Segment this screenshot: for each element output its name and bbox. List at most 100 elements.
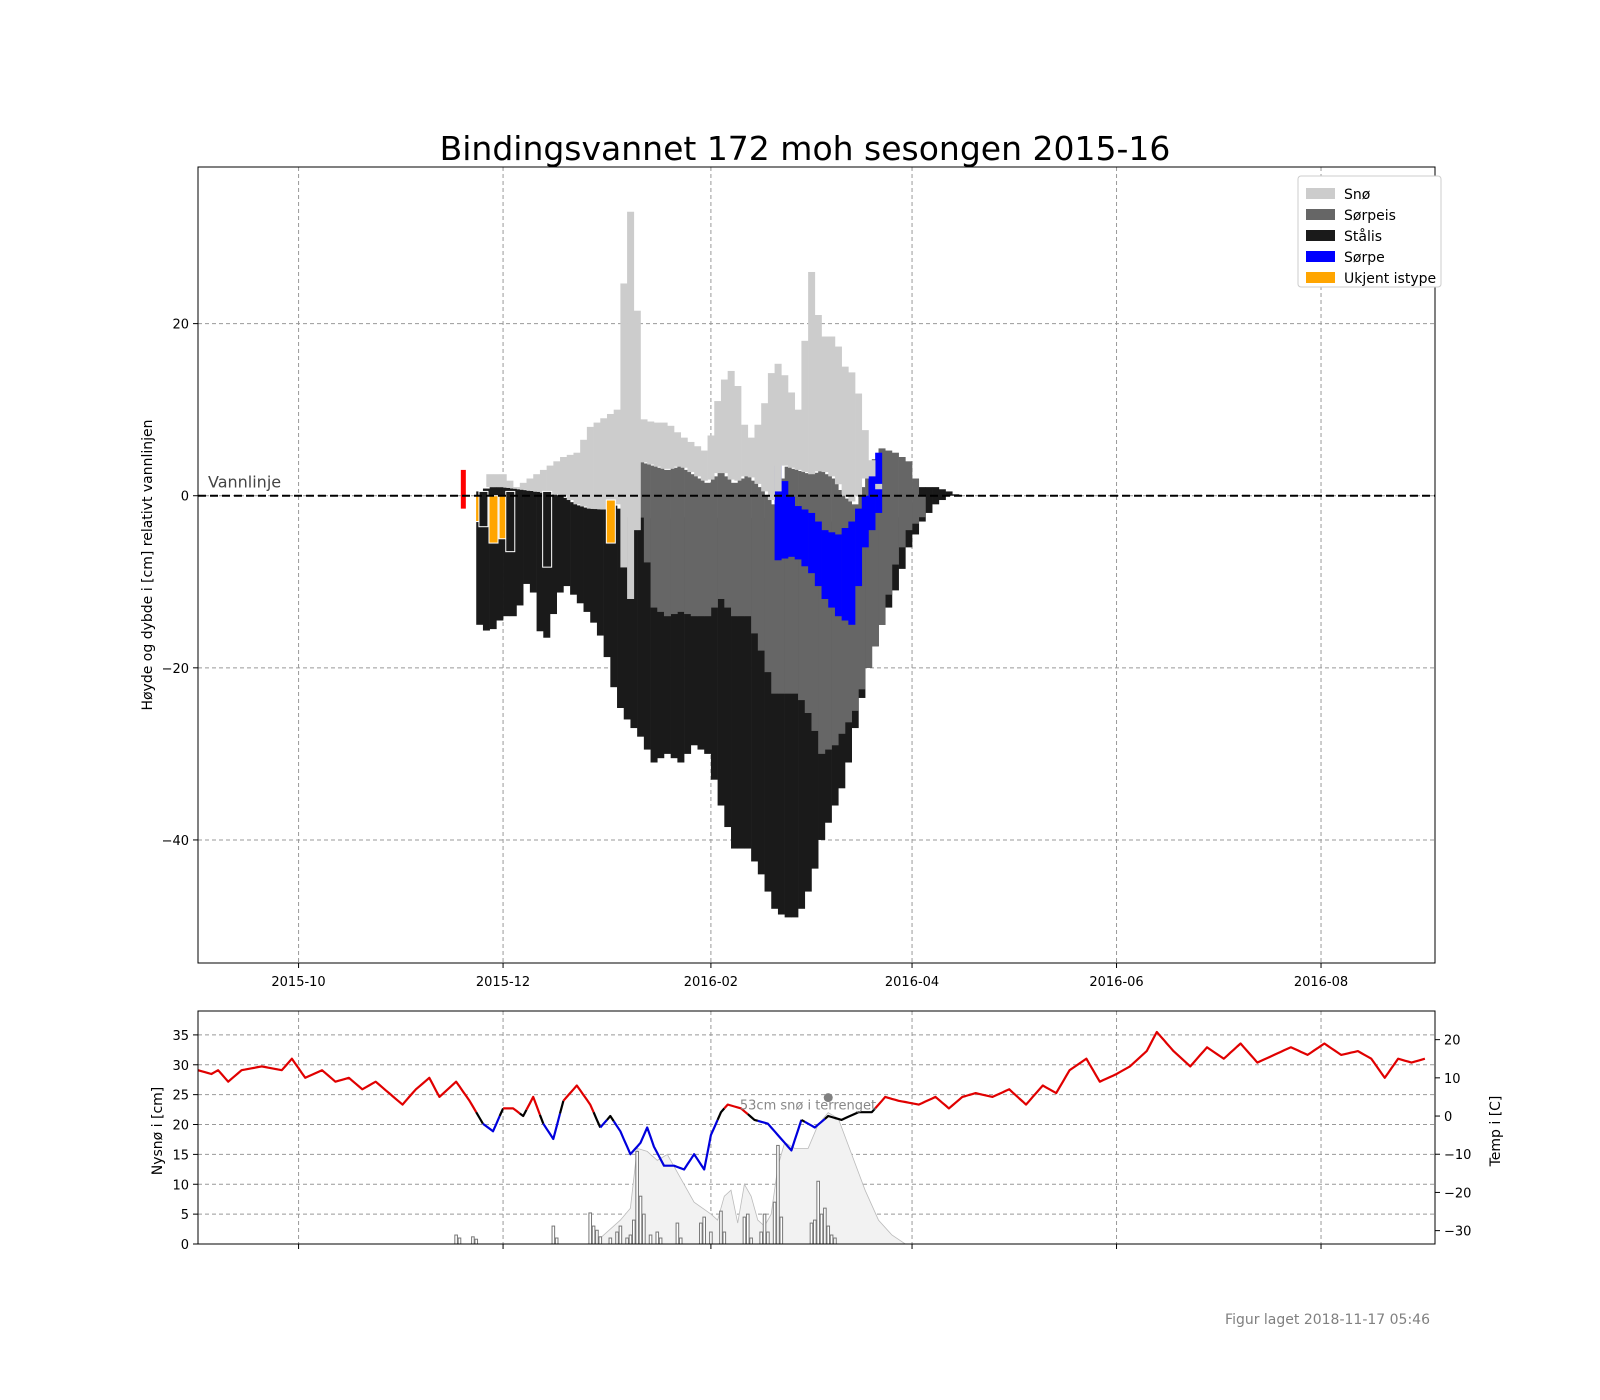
new-snow-bar — [819, 1213, 824, 1245]
ice-bar — [891, 452, 899, 565]
temperature-segment — [824, 1107, 877, 1122]
new-snow-bar — [471, 1236, 475, 1245]
ice-bar — [868, 474, 876, 531]
new-snow-bar — [776, 1144, 780, 1245]
new-snow-bar — [551, 1225, 556, 1245]
ice-bar — [777, 518, 785, 915]
temperature-segment — [747, 1113, 759, 1122]
ice-bar — [761, 403, 769, 492]
ice-bar — [868, 460, 876, 477]
new-snow-bar — [591, 1225, 596, 1245]
ice-bar — [623, 517, 631, 720]
sub-y-tick-label: 15 — [172, 1148, 189, 1163]
ice-bar — [784, 518, 792, 918]
x-tick-label: 2016-02 — [684, 975, 738, 990]
new-snow-bar — [745, 1213, 750, 1245]
ice-bar — [489, 487, 497, 630]
sub-right-tick-label: −20 — [1444, 1186, 1471, 1201]
outlined-ice-bar — [478, 490, 489, 528]
temperature-segment — [612, 1119, 719, 1171]
ice-bar — [801, 340, 809, 473]
waterline-label: Vannlinje — [208, 473, 281, 492]
new-snow-bar — [638, 1195, 643, 1245]
new-snow-bar — [742, 1216, 747, 1245]
ice-bar — [663, 469, 671, 617]
ice-bar — [717, 469, 725, 599]
ice-bar — [674, 432, 682, 467]
ice-bar — [861, 495, 869, 548]
ice-bar — [885, 450, 893, 595]
ice-bar — [707, 435, 715, 480]
ice-bar — [788, 392, 796, 468]
ice-bar — [549, 494, 557, 615]
ice-bar — [613, 409, 621, 505]
ice-bar — [764, 518, 772, 892]
sub-right-tick-label: −10 — [1444, 1148, 1471, 1163]
legend-swatch — [1306, 188, 1335, 199]
temperature-segment — [562, 1084, 595, 1113]
ice-bar — [814, 521, 822, 587]
main-ticks: 2015-10 2015-12 2016-02 2016-04 2016-06 2016-… — [162, 318, 1349, 990]
ice-bar — [482, 488, 490, 631]
ice-bar — [657, 467, 665, 612]
series-sn- — [486, 211, 883, 599]
sub-y-tick-label: 0 — [181, 1238, 189, 1253]
ice-bar — [536, 491, 544, 632]
ice-bar — [566, 454, 574, 501]
new-snow-bar — [722, 1231, 727, 1245]
new-snow-bar — [813, 1219, 817, 1245]
new-snow-bar — [658, 1237, 663, 1245]
ice-bar — [486, 474, 494, 488]
ice-bar — [821, 530, 829, 599]
ice-bar — [878, 448, 886, 625]
ice-bar — [617, 508, 625, 708]
ice-bar — [513, 487, 521, 489]
ice-bar — [791, 520, 799, 918]
ice-bar — [690, 517, 698, 746]
new-snow-bar — [625, 1237, 629, 1245]
sub-right-tick-label: 20 — [1444, 1034, 1461, 1049]
temperature-segment — [475, 1111, 484, 1125]
y-tick-label: 20 — [172, 318, 189, 333]
ice-bar — [834, 534, 842, 617]
ice-bar — [771, 504, 779, 694]
ice-bar — [499, 474, 507, 488]
ice-bar — [784, 466, 792, 694]
temperature-segment — [757, 1119, 803, 1152]
new-snow-bar — [833, 1237, 837, 1245]
ice-bar — [670, 467, 678, 615]
x-tick-label: 2015-10 — [271, 975, 325, 990]
new-snow-bar — [678, 1237, 683, 1245]
ice-bar — [841, 527, 849, 621]
ice-bar — [791, 468, 799, 694]
legend-label: Sørpe — [1344, 250, 1385, 266]
new-snow-bar — [702, 1216, 706, 1245]
outlined-ice-bar — [505, 490, 516, 553]
sub-right-tick-label: 0 — [1444, 1110, 1452, 1125]
main-plot-frame — [197, 166, 1436, 964]
ice-bar — [690, 474, 698, 617]
ice-bar — [710, 476, 718, 608]
ice-bar — [697, 517, 705, 750]
x-tick-label: 2015-12 — [476, 975, 530, 990]
new-snow-bar — [719, 1210, 723, 1245]
temperature-segment — [723, 1103, 749, 1115]
ice-bar — [670, 518, 678, 759]
new-snow-bar — [454, 1234, 458, 1245]
ice-bar — [647, 421, 655, 465]
ice-bar — [798, 521, 806, 909]
temperature-segment — [498, 1107, 505, 1117]
sub-y-tick-label: 25 — [172, 1089, 189, 1104]
new-snow-bar — [642, 1213, 646, 1245]
new-snow-bar — [823, 1207, 827, 1245]
ice-bar — [777, 478, 785, 694]
ice-bar — [801, 509, 809, 567]
temperature-segment — [519, 1109, 528, 1118]
temperature-segment — [599, 1119, 608, 1129]
ice-bar — [757, 518, 765, 875]
ice-bar — [667, 425, 675, 469]
ice-bar — [848, 521, 856, 625]
y-tick-label: −20 — [162, 662, 189, 677]
ice-bar — [680, 437, 688, 468]
unknown-ice-bar — [488, 495, 499, 544]
